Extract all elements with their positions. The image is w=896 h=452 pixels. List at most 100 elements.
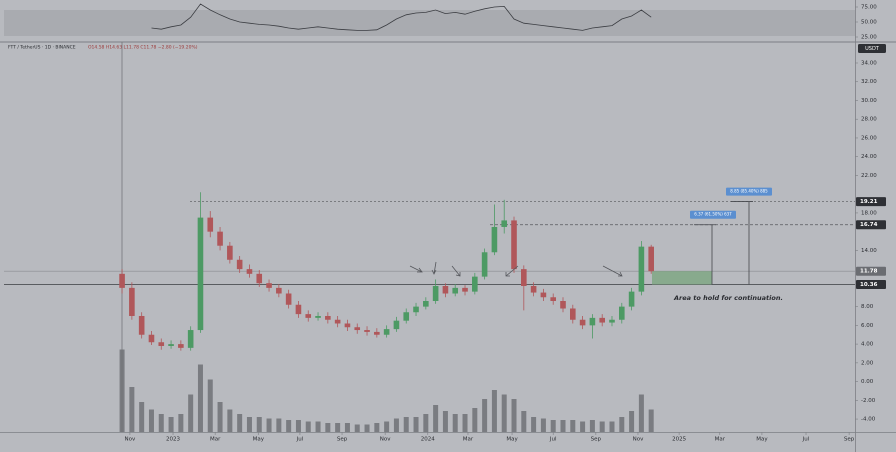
y-tick-label: 0.00 [861,379,874,385]
x-tick-label: Jul [549,437,557,443]
candle-body [481,252,488,277]
y-tick-label: 24.00 [861,154,877,160]
candle-body [236,259,243,270]
x-tick-label: Mar [715,437,726,443]
level-label: 19.21 [860,199,878,205]
candle-body [383,329,390,335]
candle-body [266,283,272,288]
x-tick-label: Sep [337,437,348,443]
candle-body [187,330,194,348]
volume-bar [217,402,223,432]
volume-bar [393,418,399,432]
y-tick-label: 26.00 [861,135,877,141]
volume-bar [207,379,213,432]
volume-bar [256,417,262,432]
volume-bar [521,411,527,432]
volume-bar [531,417,537,432]
candle-body [227,245,233,260]
level-tag [856,266,886,276]
candle-body [511,220,517,270]
y-tick-label: -2.00 [861,398,876,404]
y-tick-label: -4.00 [861,417,876,423]
volume-bar [266,418,272,432]
candle-body [628,291,635,307]
volume-bar [433,405,439,432]
volume-bar [335,423,341,432]
candle-body [618,306,625,320]
candle-body [403,312,410,321]
measure-label: 8.85 (85.40%) 885 [730,189,768,194]
volume-bar [295,420,301,432]
hold-zone [652,271,712,285]
volume-bar [305,421,311,432]
x-tick-label: Mar [463,437,474,443]
volume-bar [413,417,419,432]
candle-body [334,319,341,324]
volume-bar [629,411,635,432]
candle-body [119,273,125,288]
candle-body [364,330,370,332]
y-tick-label: 18.00 [861,210,877,216]
volume-bar [129,387,135,432]
annotation-arrows [409,261,623,277]
volume-bar [462,414,468,432]
arrow [431,261,437,275]
candle-body [295,304,302,315]
volume-bar [374,423,380,432]
volume-bar [442,411,448,432]
volume-bar [276,418,282,432]
candle-body [560,301,566,309]
volume-bar [158,414,164,432]
volume-bar [570,420,576,432]
y-tick-label: 34.00 [861,60,877,66]
volume-bar [452,414,458,432]
volume-bar [227,409,233,432]
volume-bar [344,423,350,432]
volume-bar [491,390,497,432]
arrow [451,265,461,277]
volume-bar [237,414,243,432]
x-tick-label: May [506,437,518,443]
candle-body [491,226,498,253]
volume-bar [609,421,615,432]
candle-body [442,286,449,294]
x-tick-label: Jul [296,437,304,443]
candle-body [138,315,145,335]
volume-bar [246,417,252,432]
arrow [409,265,423,273]
candle-body [540,292,547,298]
candle-body [393,320,400,330]
volume-bar [423,414,429,432]
x-tick-label: May [253,437,265,443]
x-tick-label: Nov [125,437,136,443]
volume-bar [364,424,370,432]
rsi-tick-label: 75.00 [861,5,877,11]
volume-bar [197,364,203,432]
volume-bar [384,421,390,432]
level-tag [856,220,886,230]
x-tick-label: Sep [591,437,602,443]
volume-bar [188,394,194,432]
x-tick-label: Mar [210,437,221,443]
candle-body [276,287,282,294]
y-tick-label: 14.00 [861,248,877,254]
candle-body [129,287,135,316]
x-tick-label: Jul [802,437,810,443]
candle-body [207,217,214,232]
ohlc: O14.58 H14.63 L11.78 C11.78 −2.80 (−19.2… [88,45,198,51]
candle-body [423,301,429,307]
arrow [602,265,623,277]
candle-body [285,293,292,305]
candle-body [530,286,537,293]
candle-body [462,287,468,292]
x-tick-label: 2023 [166,437,180,443]
volume-bar [619,417,625,432]
candle-body [589,317,596,326]
level-label: 11.78 [860,269,878,275]
candle-body [609,319,615,323]
volume-bar [472,408,478,432]
currency: USDT [865,46,880,52]
volume-bar [178,414,184,432]
volume-bar [550,420,556,432]
